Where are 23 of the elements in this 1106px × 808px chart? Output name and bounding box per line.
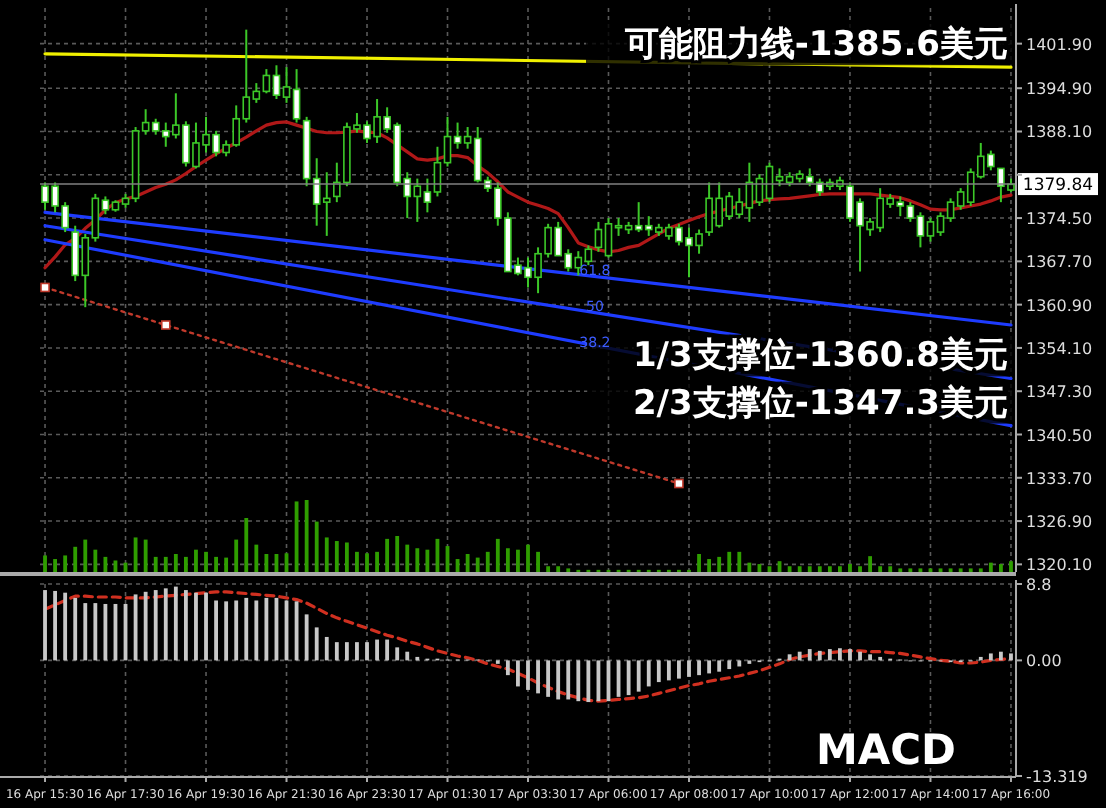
y-tick-label: 1394.90 xyxy=(1026,80,1093,99)
y-tick-label: 1326.90 xyxy=(1026,513,1093,532)
point xyxy=(160,320,171,330)
y-tick-label: 1340.50 xyxy=(1026,426,1093,445)
y-tick-label: 0.00 xyxy=(1026,652,1062,671)
y-tick-label: 1354.10 xyxy=(1026,339,1093,358)
point xyxy=(674,478,684,489)
y-tick-label: 1333.70 xyxy=(1026,469,1093,488)
y-tick-label: 1320.10 xyxy=(1026,556,1093,575)
y-tick-label: -13.319 xyxy=(1026,768,1088,786)
y-tick-label: 1401.90 xyxy=(1026,35,1093,54)
y-tick-label: 8.8 xyxy=(1026,576,1052,594)
annotation: MACD xyxy=(816,726,956,774)
ref-line-label: 1379.84 xyxy=(1022,176,1094,197)
y-tick-label: 1360.90 xyxy=(1026,296,1093,315)
y-tick-label: 1367.70 xyxy=(1026,253,1093,272)
point xyxy=(40,282,50,293)
y-tick-label: 1347.30 xyxy=(1026,383,1093,402)
series-label: 2/3支撑位-1347.3美元 xyxy=(632,383,1008,424)
y-tick-label: 1388.10 xyxy=(1026,123,1093,142)
series-label: 1/3支撑位-1360.8美元 xyxy=(632,336,1008,377)
y-tick-label: 1374.50 xyxy=(1026,210,1093,229)
series-label: 可能阻力线-1385.6美元 xyxy=(622,25,1008,66)
